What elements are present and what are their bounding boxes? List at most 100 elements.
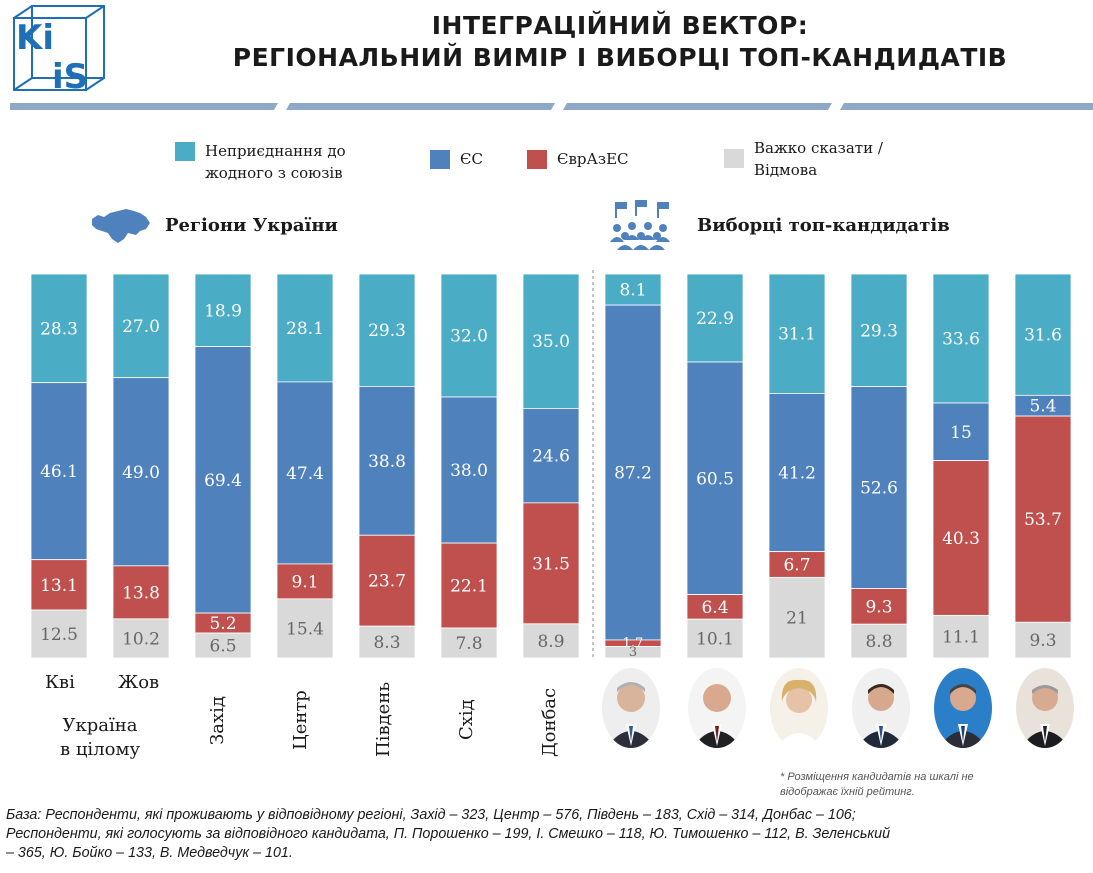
x-label-tsentr: Центр: [290, 690, 311, 750]
bar-segment-8-0: [686, 273, 744, 363]
bar-segment-2-1: [194, 346, 252, 614]
data-label-10-1: 52.6: [860, 479, 898, 499]
x-label-zakhid: Захід: [207, 696, 228, 745]
logo-text-bottom: iS: [52, 57, 88, 96]
data-label-3-2: 9.1: [291, 572, 318, 592]
bar-segment-10-2: [850, 588, 908, 625]
bar-segment-6-3: [522, 623, 580, 659]
bar-segment-0-3: [30, 609, 88, 659]
legend-item-eaeu: ЄврАзЕС: [527, 148, 629, 170]
bar-segment-12-3: [1014, 621, 1072, 659]
bar-segment-7-3: [604, 646, 662, 659]
bar-segment-0-2: [30, 559, 88, 611]
data-label-8-3: 10.1: [696, 630, 734, 650]
legend-item-eu: ЄС: [430, 148, 483, 170]
data-label-5-0: 32.0: [450, 327, 488, 347]
section-title-voters: Виборці топ-кандидатів: [697, 215, 950, 236]
voters-icon: [610, 200, 670, 250]
data-label-2-0: 18.9: [204, 301, 242, 321]
legend-label-hard-to-say: Важко сказати / Відмова: [754, 139, 883, 179]
bar-segment-1-0: [112, 273, 170, 379]
footnote: * Розміщення кандидатів на шкалі не відо…: [780, 771, 974, 798]
x-label-zhov: Жов: [118, 672, 160, 693]
data-label-7-0: 8.1: [619, 281, 646, 301]
data-label-11-3: 11.1: [942, 628, 980, 648]
data-label-0-1: 46.1: [40, 462, 78, 482]
bar-segment-10-1: [850, 386, 908, 589]
bar-segment-7-1: [604, 304, 662, 641]
data-label-4-3: 8.3: [373, 633, 400, 653]
x-label-pivden: Південь: [373, 681, 394, 757]
bar-segment-10-0: [850, 273, 908, 387]
bar-segment-9-1: [768, 393, 826, 553]
data-label-10-0: 29.3: [860, 321, 898, 341]
data-label-1-0: 27.0: [122, 317, 160, 337]
bar-segment-1-2: [112, 565, 170, 620]
legend-swatch-hard-to-say: [724, 149, 744, 168]
legend-swatch-eu: [430, 150, 450, 169]
bar-segment-9-0: [768, 273, 826, 394]
x-label-donbas: Донбас: [539, 687, 560, 757]
candidate-photo-zelensky: [852, 668, 910, 748]
data-label-10-3: 8.8: [865, 632, 892, 652]
data-label-0-0: 28.3: [40, 319, 78, 339]
data-label-5-1: 38.0: [450, 461, 488, 481]
data-label-11-1: 15: [950, 423, 972, 443]
data-label-12-0: 31.6: [1024, 326, 1062, 346]
data-label-12-3: 9.3: [1029, 631, 1056, 651]
x-label-skhid: Схід: [456, 699, 477, 740]
x-label-kvi: Кві: [45, 672, 75, 693]
legend-item-hard-to-say: Важко сказати / Відмова: [724, 137, 883, 181]
data-label-9-1: 41.2: [778, 464, 816, 484]
bar-segment-11-3: [932, 614, 990, 659]
bar-segment-3-2: [276, 563, 334, 600]
bar-segment-3-1: [276, 381, 334, 565]
data-label-4-1: 38.8: [368, 452, 406, 472]
data-label-9-2: 6.7: [783, 555, 810, 575]
bar-segment-9-3: [768, 576, 826, 659]
data-label-3-0: 28.1: [286, 319, 324, 339]
data-label-8-1: 60.5: [696, 469, 734, 489]
bar-segment-1-1: [112, 377, 170, 567]
bar-segment-4-3: [358, 625, 416, 659]
data-label-9-3: 21: [786, 609, 808, 629]
bar-segment-9-2: [768, 551, 826, 578]
bar-segment-3-0: [276, 273, 334, 383]
legend-item-no-union: Неприєднання до жодного з союзів: [175, 140, 346, 184]
data-label-3-1: 47.4: [286, 464, 324, 484]
data-label-1-2: 13.8: [122, 583, 160, 603]
candidate-photo-smeshko: [688, 668, 746, 748]
data-label-11-2: 40.3: [942, 529, 980, 549]
x-label-ukraine: Україна в цілому: [60, 715, 141, 760]
candidate-photo-medvedchuk: [1016, 668, 1074, 748]
data-label-12-1: 5.4: [1029, 397, 1056, 417]
bar-segment-11-2: [932, 460, 990, 616]
title-line-1: ІНТЕГРАЦІЙНИЙ ВЕКТОР:: [431, 11, 809, 40]
data-label-8-2: 6.4: [701, 598, 728, 618]
bar-segment-5-3: [440, 627, 498, 659]
candidate-photo-poroshenko: [602, 668, 660, 748]
data-label-0-2: 13.1: [40, 576, 78, 596]
section-title-regions: Регіони України: [165, 215, 338, 236]
bar-segment-4-0: [358, 273, 416, 387]
data-label-10-2: 9.3: [865, 597, 892, 617]
data-label-1-3: 10.2: [122, 629, 160, 649]
data-label-4-0: 29.3: [368, 321, 406, 341]
data-label-2-2: 5.2: [209, 614, 236, 634]
title-line-2: РЕГІОНАЛЬНИЙ ВИМІР І ВИБОРЦІ ТОП-КАНДИДА…: [232, 43, 1008, 72]
bar-segment-8-3: [686, 618, 744, 659]
page-title: ІНТЕГРАЦІЙНИЙ ВЕКТОР: РЕГІОНАЛЬНИЙ ВИМІР…: [150, 10, 1090, 74]
legend-label-eaeu: ЄврАзЕС: [557, 150, 629, 168]
data-label-4-2: 23.7: [368, 572, 406, 592]
bar-segment-12-0: [1014, 273, 1072, 396]
candidate-photo-tymoshenko: [770, 668, 828, 748]
bar-segment-8-1: [686, 361, 744, 595]
kiis-logo: Ki iS: [13, 5, 105, 96]
header-divider: [10, 103, 1093, 110]
bar-segment-5-0: [440, 273, 498, 398]
bar-segment-11-0: [932, 273, 990, 404]
legend-swatch-eaeu: [527, 150, 547, 169]
bar-segment-0-1: [30, 382, 88, 561]
data-label-5-2: 22.1: [450, 577, 488, 597]
